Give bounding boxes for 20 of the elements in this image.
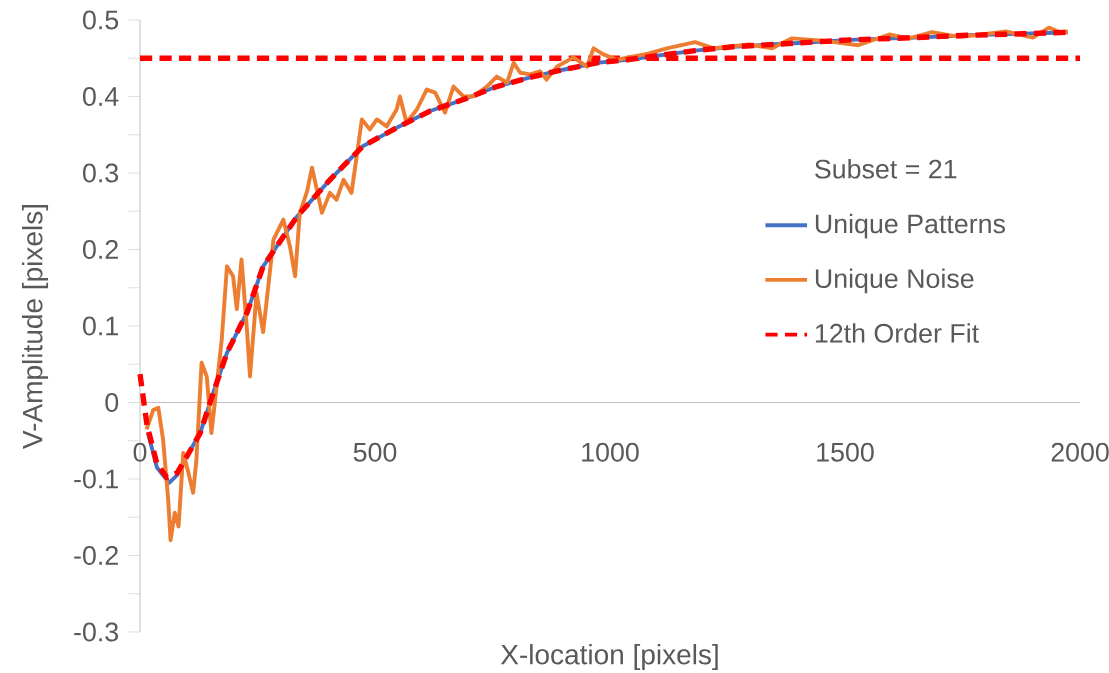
legend-label: Unique Noise bbox=[815, 268, 974, 294]
x-tick-label: 1500 bbox=[817, 442, 874, 462]
legend-label: 12th Order Fit bbox=[815, 323, 979, 343]
y-tick-label: 0.2 bbox=[83, 240, 118, 259]
legend-title: Subset = 21 bbox=[815, 158, 957, 179]
x-tick-label: 500 bbox=[353, 442, 397, 462]
y-tick-label: 0 bbox=[105, 393, 119, 412]
x-tick-label: 0 bbox=[133, 442, 147, 462]
x-tick-label: 2000 bbox=[1051, 442, 1109, 462]
y-tick-label: 0.3 bbox=[83, 163, 119, 183]
x-tick-label: 1000 bbox=[582, 442, 639, 462]
y-tick-label: 0.1 bbox=[83, 316, 118, 336]
y-tick-label: -0.3 bbox=[74, 622, 119, 642]
y-tick-label: -0.1 bbox=[74, 469, 118, 489]
legend-label: Unique Patterns bbox=[815, 213, 1005, 239]
x-axis-title: X-location [pixels] bbox=[500, 643, 718, 671]
y-axis-title: V-Amplitude [pixels] bbox=[21, 205, 49, 449]
y-tick-label: 0.5 bbox=[83, 10, 119, 30]
y-tick-label: -0.2 bbox=[74, 546, 118, 565]
y-tick-label: 0.4 bbox=[83, 87, 119, 106]
